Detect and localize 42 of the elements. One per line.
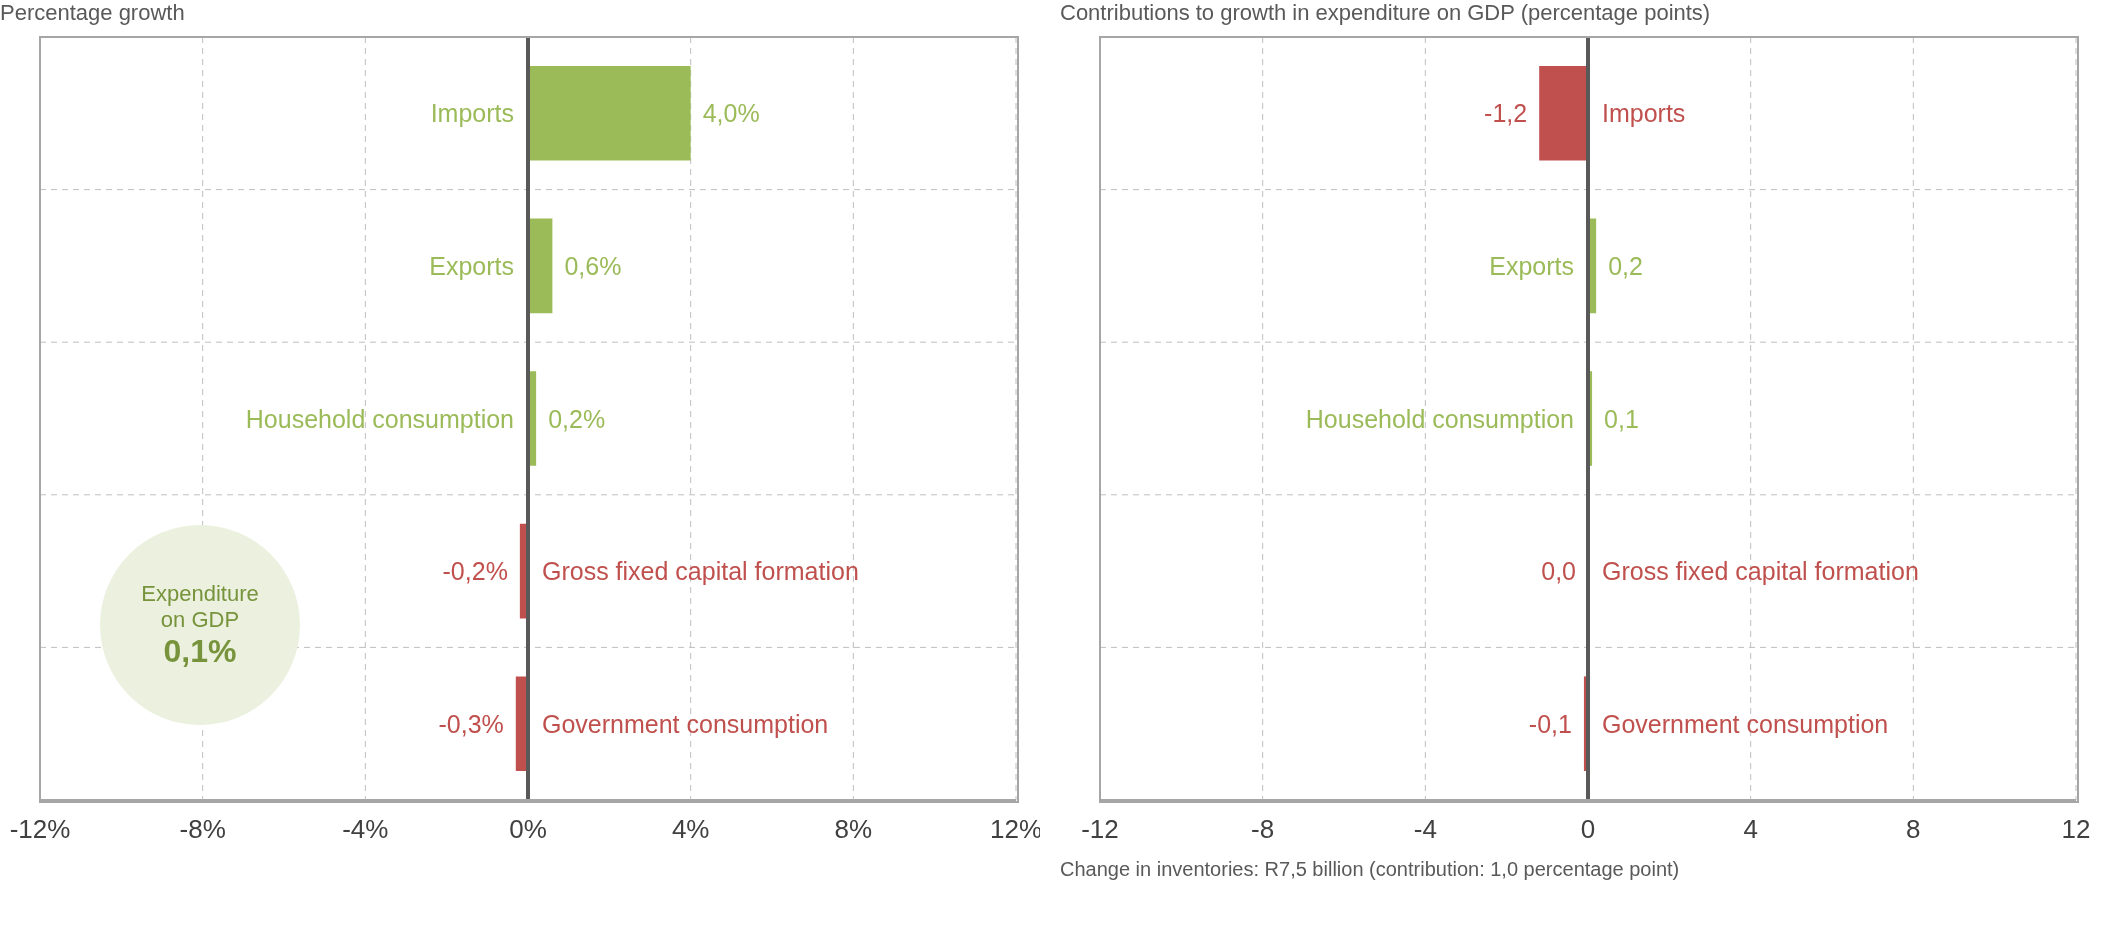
circle-badge: Expenditure on GDP 0,1% [100, 525, 300, 726]
bar [1539, 66, 1588, 161]
data-label: -0,1 [1528, 709, 1572, 738]
x-tick-label: -4% [342, 814, 389, 845]
annotation: Expenditure on GDP [140, 580, 260, 633]
x-tick-label: 4% [671, 814, 710, 845]
y-tick-label: Gross fixed capital formation [542, 557, 859, 586]
x-tick-label: -12% [9, 814, 71, 845]
x-tick-label: -8 [1251, 814, 1275, 845]
data-label: 0,2% [548, 404, 606, 433]
y-tick-label: Household consumption [1305, 404, 1574, 433]
data-label: 4,0% [702, 99, 760, 128]
bar [528, 218, 553, 314]
data-label: -1,2 [1484, 99, 1528, 128]
x-tick-label: 8 [1906, 814, 1921, 845]
x-tick-label: 12 [2061, 814, 2091, 845]
x-tick-label: 8% [834, 814, 873, 845]
chart-title: Percentage growth [0, 0, 185, 26]
y-tick-label: Household consumption [245, 404, 514, 433]
y-tick-label: Exports [429, 251, 514, 280]
data-label: 0,6% [564, 251, 622, 280]
data-label: 0,1 [1604, 404, 1639, 433]
y-tick-label: Exports [1489, 251, 1574, 280]
x-tick-label: -8% [179, 814, 226, 845]
y-tick-label: Government consumption [542, 709, 829, 738]
x-tick-label: 0 [1580, 814, 1596, 845]
text: Change in inventories: R7,5 billion (contribution: 1,0 percentage point) [1060, 858, 1680, 881]
chart-title: Contributions to growth in expenditure on GDP (percentage points) [1060, 0, 1711, 26]
x-tick-label: 0% [509, 814, 547, 845]
data-label: -0,3% [438, 709, 504, 738]
data-label: -0,2% [442, 557, 508, 586]
bar [528, 66, 691, 161]
x-tick-label: 4 [1743, 814, 1758, 845]
data-label: 0,0 [1541, 557, 1576, 586]
annotation: 0,1% [163, 632, 237, 670]
x-tick-label: -12 [1081, 814, 1119, 845]
y-tick-label: Government consumption [1602, 709, 1889, 738]
data-label: 0,2 [1608, 251, 1643, 280]
y-tick-label: Gross fixed capital formation [1602, 557, 1919, 586]
x-tick-label: -4 [1413, 814, 1437, 845]
y-tick-label: Imports [1602, 99, 1686, 128]
y-tick-label: Imports [430, 99, 514, 128]
